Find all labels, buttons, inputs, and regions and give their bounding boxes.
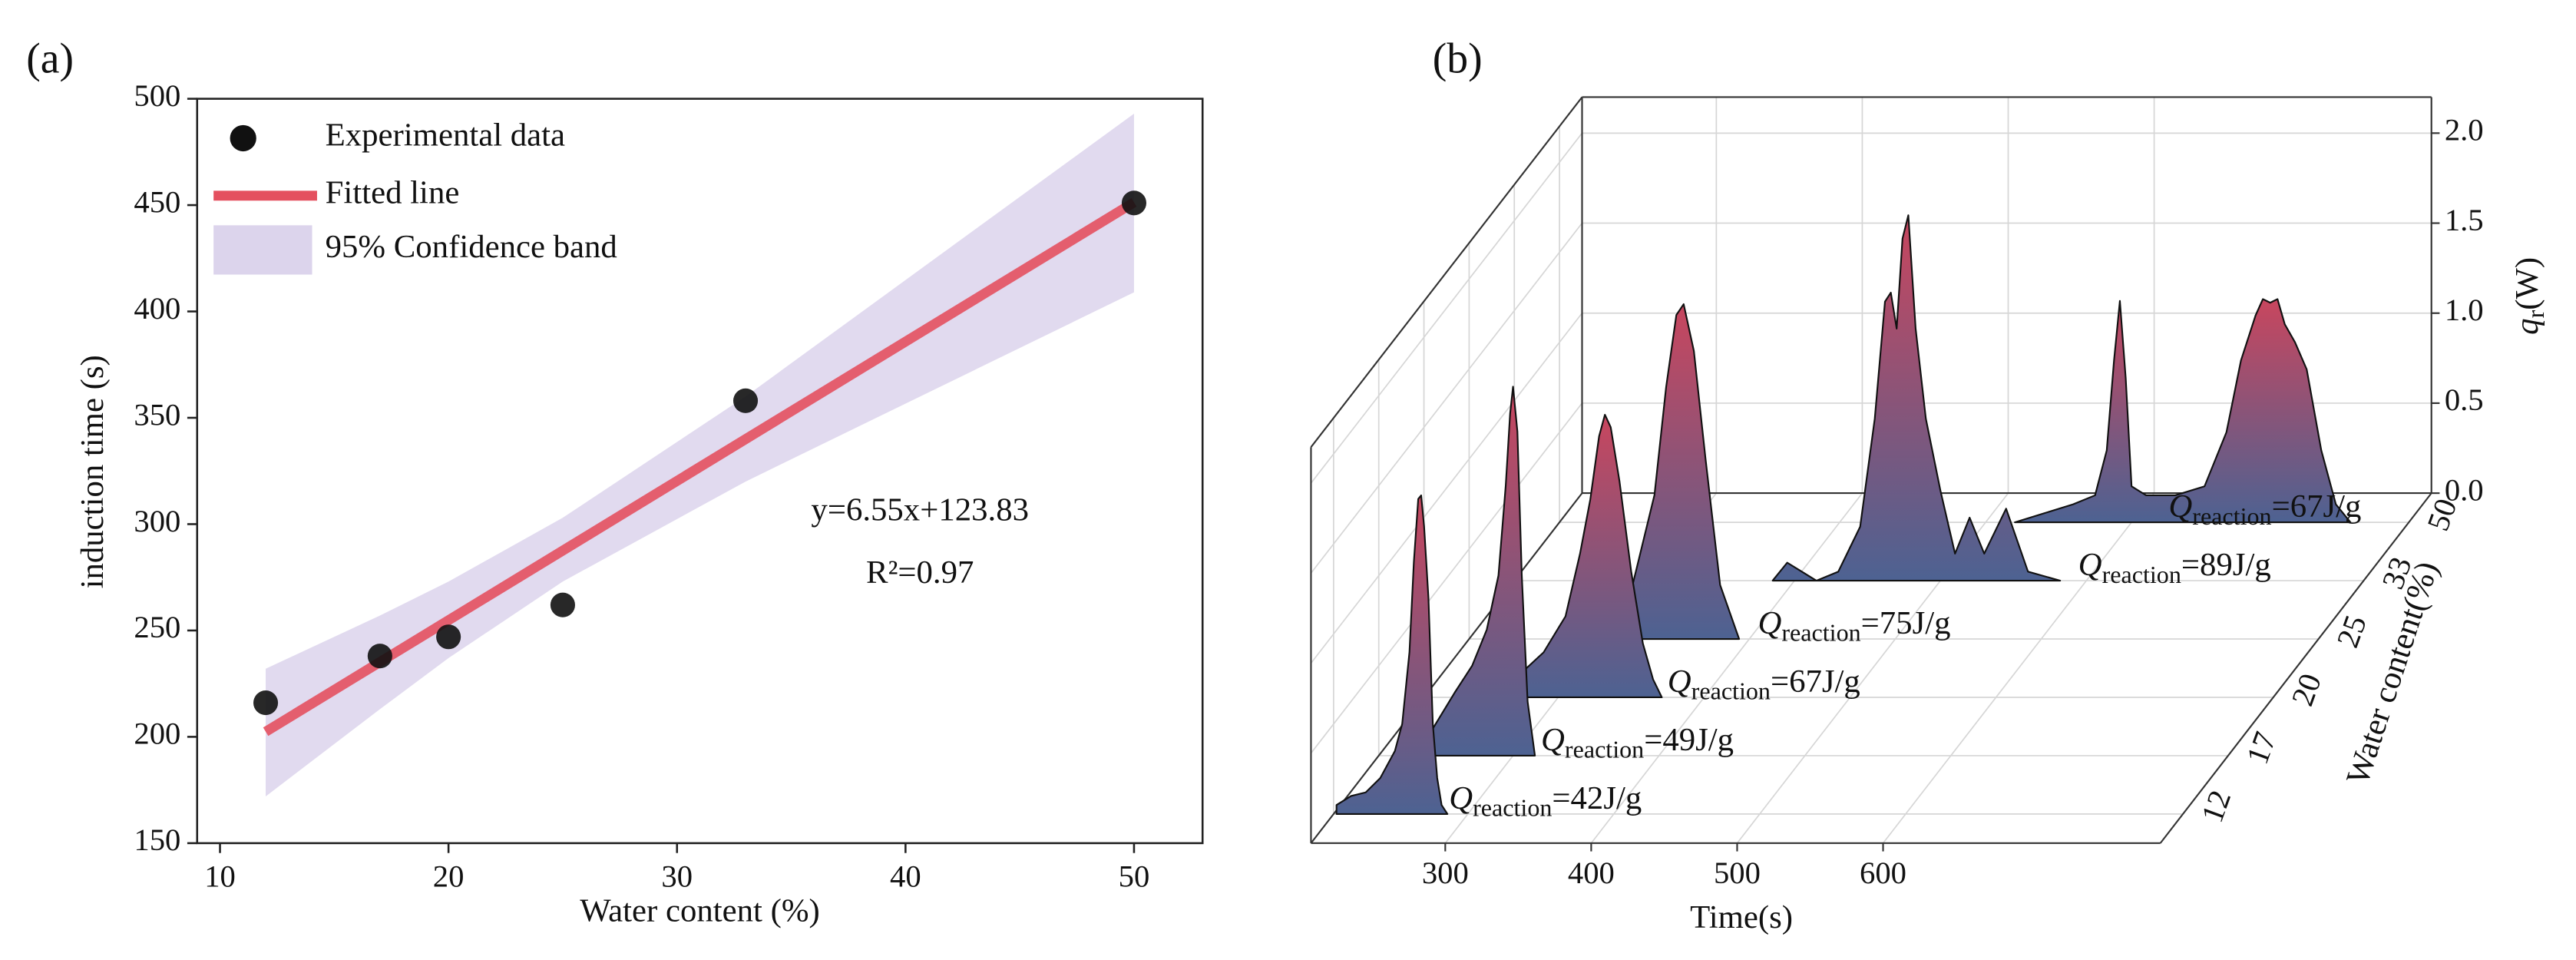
label-text: =75J/g xyxy=(1861,605,1951,641)
heat-flow-curve xyxy=(1335,494,1449,815)
curve-label: Qreaction=42J/g xyxy=(1449,780,1642,822)
data-point xyxy=(732,388,759,413)
data-point xyxy=(367,644,392,669)
legend-swatch xyxy=(230,124,256,152)
label-symbol: Q xyxy=(2168,488,2192,525)
label-symbol: q xyxy=(2509,318,2545,334)
x-tick-label: 300 xyxy=(1422,856,1469,890)
y-axis-label: induction time (s) xyxy=(74,355,111,588)
panel-label: (b) xyxy=(1433,35,1483,82)
legend-swatch xyxy=(213,225,312,275)
grid-line xyxy=(1310,402,1583,754)
confidence-band xyxy=(266,113,1134,796)
label-symbol: Q xyxy=(1541,722,1565,758)
axis-edge xyxy=(1310,492,1583,844)
heat-flow-curve xyxy=(1413,386,1536,756)
curve-label: Qreaction=75J/g xyxy=(1758,605,1950,647)
x-tick-label: 40 xyxy=(890,859,921,893)
grid-line xyxy=(1590,492,1863,844)
curve-label: Qreaction=67J/g xyxy=(2168,488,2361,530)
data-point xyxy=(253,690,279,716)
legend-label: Fitted line xyxy=(326,175,460,211)
z-tick-label: 0.0 xyxy=(2445,472,2484,507)
x-tick-label: 600 xyxy=(1860,856,1906,890)
x-tick-label: 50 xyxy=(1119,859,1150,893)
fitted-line xyxy=(263,197,1137,737)
curve-label: Qreaction=89J/g xyxy=(2078,547,2271,588)
data-point xyxy=(1121,190,1147,216)
grid-line xyxy=(1310,313,1583,664)
annotation: R²=0.97 xyxy=(866,554,974,591)
y-tick-label: 200 xyxy=(134,717,180,751)
data-point xyxy=(550,592,575,617)
y-tick-label: 450 xyxy=(134,184,180,219)
grid-line xyxy=(1882,492,2155,844)
heat-flow-curve xyxy=(1478,413,1663,699)
label-subscript: reaction xyxy=(2192,502,2271,530)
label-symbol: Q xyxy=(1758,605,1781,641)
plot-frame xyxy=(196,98,1204,845)
label-text: =89J/g xyxy=(2181,547,2271,583)
label-subscript: reaction xyxy=(1691,677,1771,705)
axis-edge xyxy=(1310,96,1583,448)
label-text: =42J/g xyxy=(1552,780,1642,816)
x-tick-label: 500 xyxy=(1714,856,1761,890)
label-subscript: reaction xyxy=(1473,794,1552,822)
label-text: =49J/g xyxy=(1644,722,1734,758)
z-tick-label: 2.0 xyxy=(2445,113,2484,147)
y-tick-label: 400 xyxy=(134,291,180,326)
grid-line xyxy=(1310,132,1583,484)
data-point xyxy=(436,624,461,650)
label-unit: (W) xyxy=(2509,257,2545,310)
y-tick-label: 250 xyxy=(134,610,180,644)
label-subscript: r xyxy=(2521,310,2549,318)
label-symbol: Q xyxy=(1449,780,1473,816)
x-tick-label: 20 xyxy=(433,859,465,893)
x-tick-label: 10 xyxy=(204,859,236,893)
label-subscript: reaction xyxy=(1781,619,1860,647)
y-tick-label: 150 xyxy=(134,823,180,857)
curve-label: Qreaction=67J/g xyxy=(1668,664,1860,705)
y-tick-label: 500 xyxy=(134,78,180,113)
grid-line xyxy=(1310,223,1583,574)
axis-edge xyxy=(2159,492,2432,844)
z-axis-label: qr(W) xyxy=(2509,257,2549,335)
x-axis-label: Time(s) xyxy=(1690,899,1793,935)
label-text: =67J/g xyxy=(1771,664,1860,700)
label-subscript: reaction xyxy=(1565,736,1644,763)
heat-flow-curve xyxy=(2014,298,2352,524)
x-tick-label: 400 xyxy=(1568,856,1615,890)
legend-label: Experimental data xyxy=(326,118,565,154)
legend-label: 95% Confidence band xyxy=(326,229,617,265)
y-tick-label: 300 xyxy=(134,504,180,538)
label-symbol: Q xyxy=(2078,547,2102,583)
heat-flow-curve xyxy=(1771,214,2062,582)
annotation: y=6.55x+123.83 xyxy=(811,492,1029,528)
curve-label: Qreaction=49J/g xyxy=(1541,722,1734,763)
x-axis-label: Water content (%) xyxy=(580,893,820,929)
x-tick-label: 30 xyxy=(661,859,693,893)
label-subscript: reaction xyxy=(2102,561,2181,588)
label-symbol: Q xyxy=(1668,664,1691,700)
z-tick-label: 1.5 xyxy=(2445,203,2484,237)
y-tick-label: 350 xyxy=(134,397,180,432)
panel-label: (a) xyxy=(26,35,74,82)
z-tick-label: 0.5 xyxy=(2445,382,2484,417)
z-tick-label: 1.0 xyxy=(2445,293,2484,327)
label-text: =67J/g xyxy=(2272,488,2362,525)
